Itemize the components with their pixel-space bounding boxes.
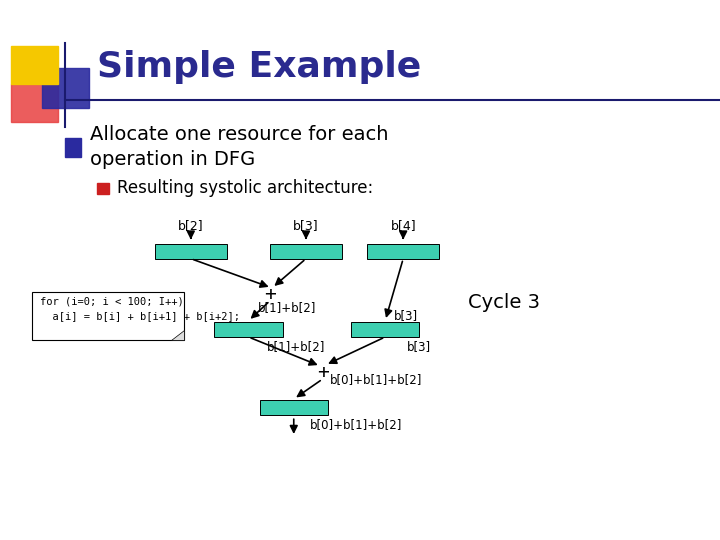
- Bar: [65, 138, 81, 157]
- FancyBboxPatch shape: [270, 244, 342, 259]
- Text: b[0]+b[1]+b[2]: b[0]+b[1]+b[2]: [330, 373, 422, 386]
- Text: b[3]: b[3]: [293, 219, 319, 232]
- Bar: [42, 68, 89, 108]
- FancyBboxPatch shape: [367, 244, 439, 259]
- Text: Cycle 3: Cycle 3: [468, 293, 540, 312]
- Bar: [11, 46, 58, 84]
- Bar: [11, 84, 58, 122]
- FancyBboxPatch shape: [351, 322, 419, 337]
- Text: Resulting systolic architecture:: Resulting systolic architecture:: [117, 179, 374, 198]
- Text: +: +: [317, 363, 328, 382]
- Text: b[3]: b[3]: [394, 309, 418, 322]
- Text: b[1]+b[2]: b[1]+b[2]: [266, 340, 325, 353]
- Text: +: +: [264, 285, 276, 304]
- Bar: [97, 183, 109, 194]
- Polygon shape: [171, 330, 184, 340]
- Text: b[2]: b[2]: [178, 219, 204, 232]
- FancyBboxPatch shape: [215, 322, 282, 337]
- Text: for (i=0; i < 100; I++)
  a[i] = b[i] + b[i+1] + b[i+2];: for (i=0; i < 100; I++) a[i] = b[i] + b[…: [40, 296, 240, 321]
- FancyBboxPatch shape: [32, 292, 184, 340]
- Text: b[4]: b[4]: [390, 219, 416, 232]
- Text: Simple Example: Simple Example: [97, 51, 421, 84]
- FancyBboxPatch shape: [260, 400, 328, 415]
- Text: b[0]+b[1]+b[2]: b[0]+b[1]+b[2]: [310, 418, 402, 431]
- Text: b[3]: b[3]: [407, 340, 431, 353]
- FancyBboxPatch shape: [155, 244, 227, 259]
- Text: b[1]+b[2]: b[1]+b[2]: [258, 301, 316, 314]
- Text: Allocate one resource for each
operation in DFG: Allocate one resource for each operation…: [90, 125, 389, 169]
